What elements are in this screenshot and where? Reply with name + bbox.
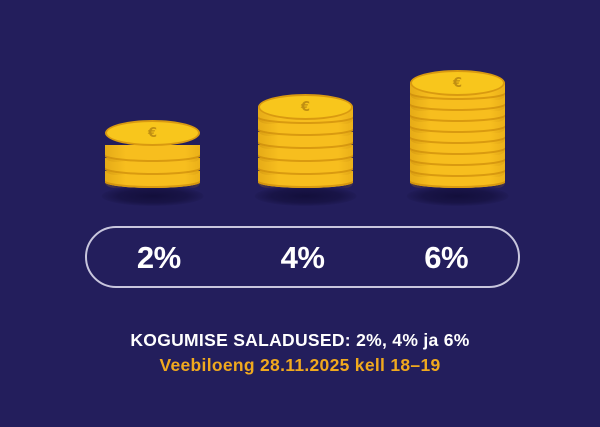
coin-stack-shadow [406,186,509,206]
coin-stack-shadow [101,186,204,206]
coin-stack-4-percent: € [254,94,357,206]
coin-top-face: € [105,120,200,146]
coin-stack-2-percent: € [101,120,204,206]
coin-disc [258,145,353,162]
coin-disc [105,145,200,162]
coin-disc [258,158,353,175]
caption-headline: KOGUMISE SALADUSED: 2%, 4% ja 6% [130,330,470,350]
coin-disc [105,158,200,175]
coin-disc [258,132,353,149]
coin-top-face: € [258,94,353,120]
euro-symbol-icon: € [452,75,463,91]
coin-body: € [410,70,505,197]
coin-stack-6-percent: € [406,70,509,206]
coin-top-face: € [410,70,505,96]
coin-disc [258,171,353,188]
euro-symbol-icon: € [147,125,158,141]
coin-stacks-row: € € [101,70,509,206]
rate-pill: 2% 4% 6% [85,226,520,288]
euro-symbol-icon: € [300,99,311,115]
caption-block: KOGUMISE SALADUSED: 2%, 4% ja 6% Veebilo… [0,328,600,379]
caption-webinar-datetime: Veebiloeng 28.11.2025 kell 18–19 [159,355,441,376]
coin-disc [105,171,200,188]
coin-body: € [105,120,200,197]
rate-value-4-percent: 4% [280,239,325,275]
coin-body: € [258,94,353,197]
coin-stack-shadow [254,186,357,206]
rate-value-2-percent: 2% [136,239,181,275]
rate-value-6-percent: 6% [424,239,469,275]
